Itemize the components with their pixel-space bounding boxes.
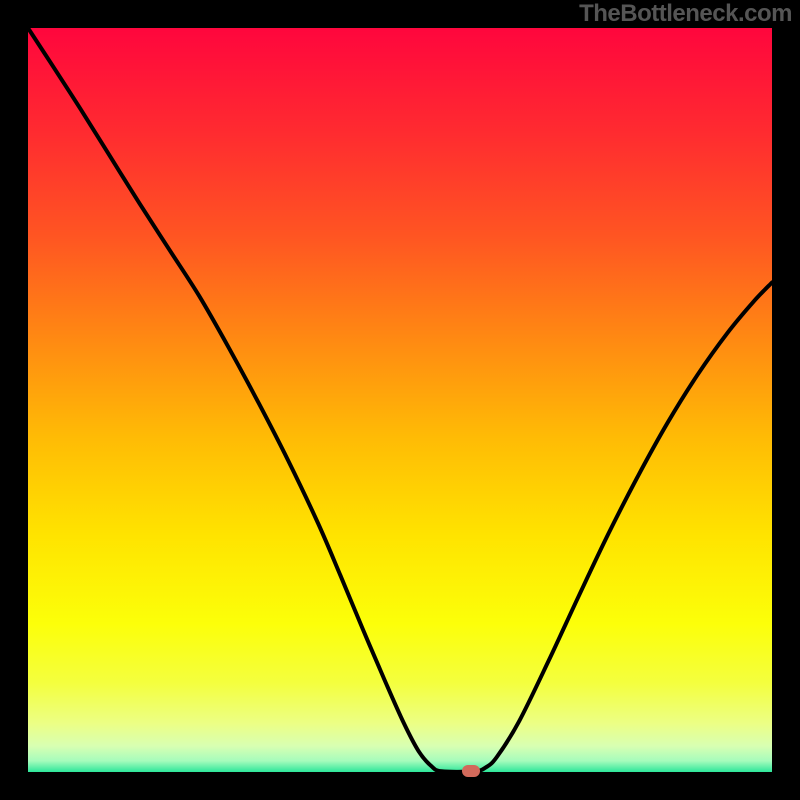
optimal-marker — [462, 765, 480, 777]
figure-root: TheBottleneck.com — [0, 0, 800, 800]
chart-svg — [0, 0, 800, 800]
watermark-text: TheBottleneck.com — [579, 0, 792, 28]
plot-background — [28, 28, 772, 772]
